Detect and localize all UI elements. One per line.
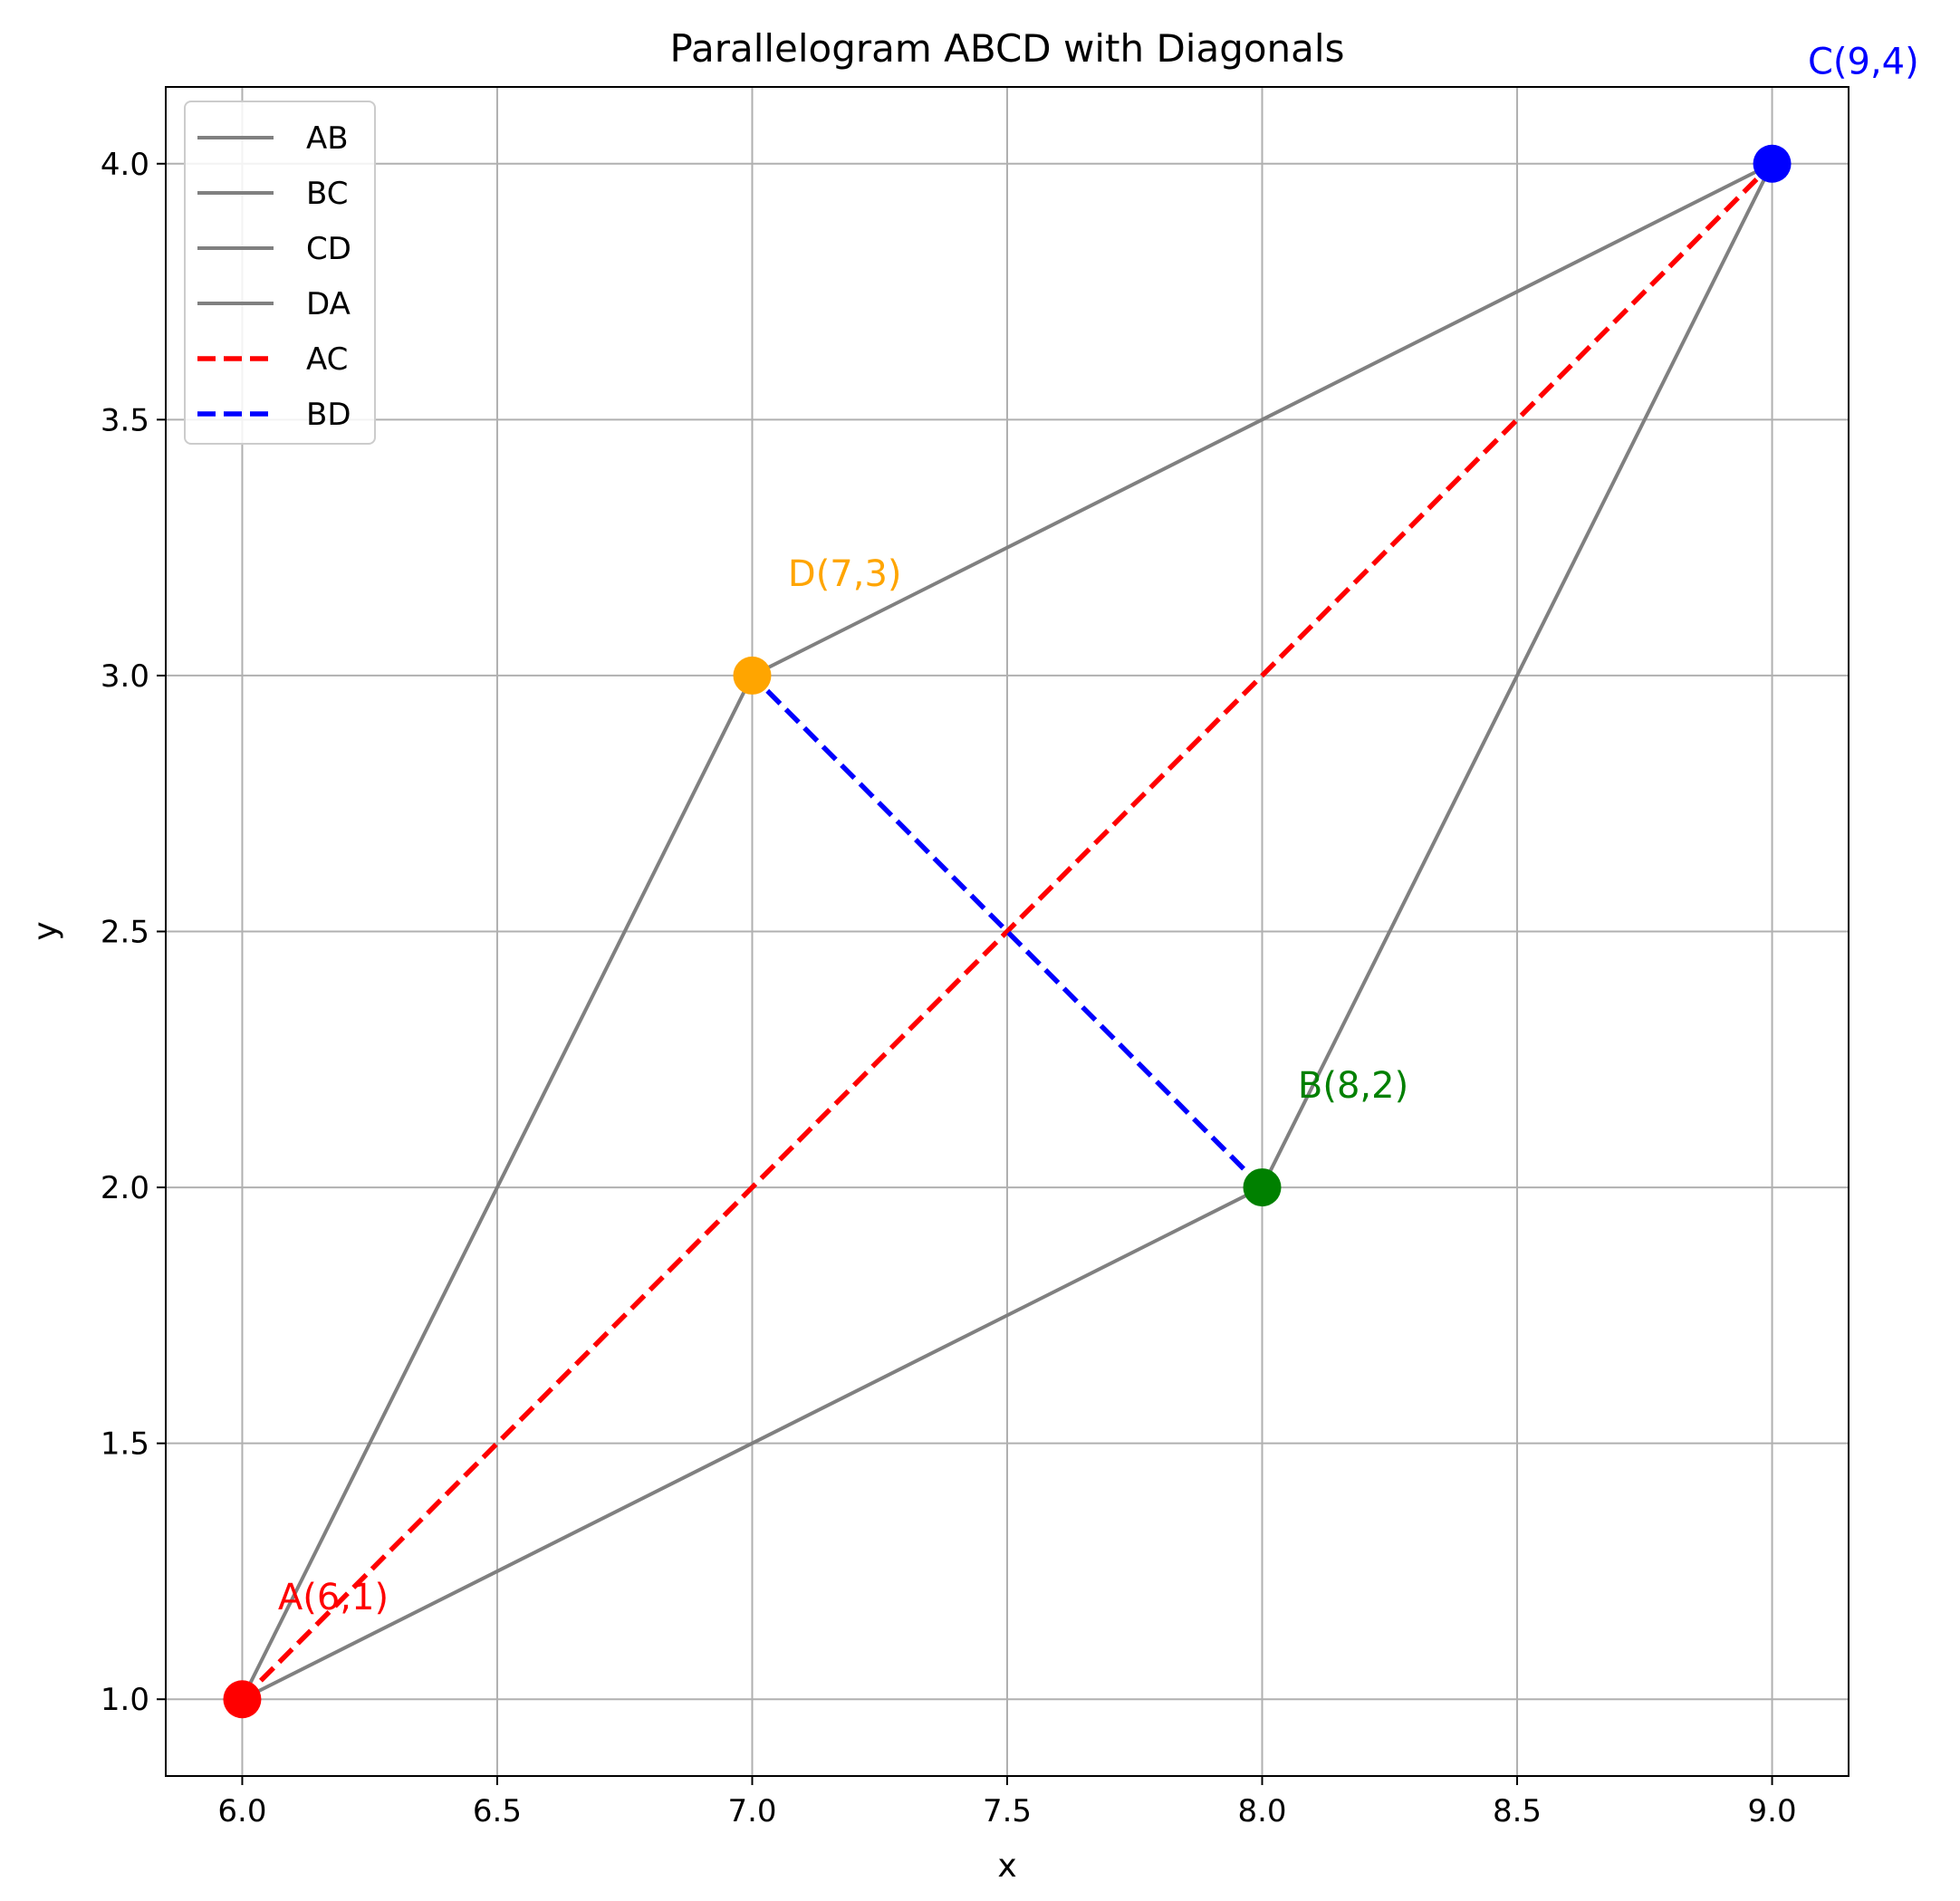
point-label-d: D(7,3) — [788, 553, 902, 595]
x-tick-label: 8.5 — [1493, 1793, 1542, 1829]
series-line-ac — [240, 161, 1774, 1702]
legend-label-ac: AC — [306, 341, 348, 378]
x-tick-label: 7.0 — [727, 1793, 776, 1829]
series-line-cd — [751, 161, 1773, 677]
y-axis-ticks: 1.0 1.5 2.0 2.5 3.0 3.5 4.0 — [101, 147, 166, 1718]
legend-label-bc: BC — [306, 176, 348, 212]
grid — [166, 87, 1849, 1776]
chart-title: Parallelogram ABCD with Diagonals — [670, 26, 1345, 71]
point-a — [223, 1680, 262, 1719]
x-tick-label: 9.0 — [1748, 1793, 1797, 1829]
legend: AB BC CD DA AC BD — [184, 101, 376, 445]
points: A(6,1) B(8,2) C(9,4) D(7,3) — [223, 42, 1919, 1719]
legend-label-ab: AB — [306, 120, 349, 157]
point-b — [1243, 1168, 1282, 1207]
legend-label-bd: BD — [306, 397, 351, 433]
x-axis-label: x — [997, 1848, 1016, 1885]
point-label-c: C(9,4) — [1808, 42, 1919, 83]
series-line-bc — [1260, 162, 1774, 1188]
series-line-ab — [241, 1186, 1263, 1702]
legend-label-cd: CD — [306, 231, 351, 267]
x-tick-label: 6.0 — [217, 1793, 266, 1829]
x-tick-label: 8.0 — [1237, 1793, 1286, 1829]
series-lines — [240, 161, 1774, 1702]
y-tick-label: 3.5 — [101, 402, 149, 438]
point-label-a: A(6,1) — [278, 1577, 389, 1618]
y-tick-label: 1.0 — [101, 1682, 149, 1718]
series-line-bd — [750, 673, 1264, 1190]
point-d — [733, 656, 772, 695]
series-line-da — [240, 675, 754, 1701]
point-label-b: B(8,2) — [1298, 1065, 1408, 1107]
x-tick-label: 6.5 — [473, 1793, 522, 1829]
point-c — [1753, 144, 1792, 183]
y-tick-label: 2.5 — [101, 915, 149, 951]
y-tick-label: 1.5 — [101, 1426, 149, 1463]
legend-label-da: DA — [306, 286, 351, 322]
y-tick-label: 3.0 — [101, 658, 149, 695]
y-axis-label: y — [27, 921, 64, 940]
y-tick-label: 2.0 — [101, 1170, 149, 1206]
x-tick-label: 7.5 — [983, 1793, 1032, 1829]
x-axis-ticks: 6.0 6.5 7.0 7.5 8.0 8.5 9.0 — [217, 1776, 1797, 1829]
y-tick-label: 4.0 — [101, 147, 149, 183]
